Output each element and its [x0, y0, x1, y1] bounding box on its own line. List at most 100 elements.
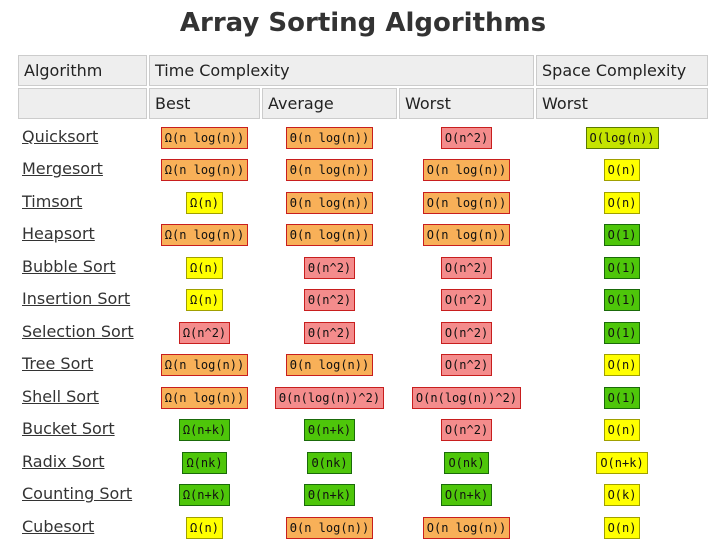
- complexity-cell: O(n^2): [399, 316, 534, 347]
- complexity-badge: O(k): [603, 484, 641, 507]
- complexity-badge: O(n^2): [440, 321, 493, 344]
- header-cell: Average: [262, 88, 397, 119]
- complexity-badge: Ω(n^2): [178, 321, 231, 344]
- complexity-cell: Ω(n): [149, 251, 260, 282]
- complexity-cell: Θ(n log(n)): [262, 349, 397, 380]
- complexity-badge: O(n): [603, 419, 641, 442]
- complexity-cell: Θ(n log(n)): [262, 511, 397, 542]
- complexity-badge: Ω(n log(n)): [160, 126, 249, 149]
- complexity-cell: O(1): [536, 381, 708, 412]
- table-row: Counting Sort Ω(n+k) Θ(n+k) O(n+k) O(k): [18, 479, 708, 510]
- complexity-cell: O(n log(n)): [399, 186, 534, 217]
- complexity-badge: Ω(n log(n)): [160, 159, 249, 182]
- table-row: Selection Sort Ω(n^2) Θ(n^2) O(n^2) O(1): [18, 316, 708, 347]
- table-row: Bubble Sort Ω(n) Θ(n^2) O(n^2) O(1): [18, 251, 708, 282]
- algorithm-cell: Cubesort: [18, 511, 147, 542]
- header-cell: [18, 88, 147, 119]
- complexity-badge: Θ(n log(n)): [285, 224, 374, 247]
- table-row: Cubesort Ω(n) Θ(n log(n)) O(n log(n)) O(n): [18, 511, 708, 542]
- complexity-cell: Θ(n^2): [262, 284, 397, 315]
- table-row: Shell Sort Ω(n log(n)) Θ(n(log(n))^2) O(n(l…: [18, 381, 708, 412]
- complexity-badge: O(log(n)): [585, 126, 659, 149]
- complexity-badge: O(n): [603, 516, 641, 539]
- header-row: Algorithm Time Complexity Space Complexi…: [18, 55, 709, 86]
- complexity-badge: Θ(n log(n)): [285, 354, 374, 377]
- complexity-cell: O(k): [536, 479, 708, 510]
- algorithm-link[interactable]: Shell Sort: [22, 386, 99, 406]
- complexity-cell: O(n log(n)): [399, 511, 534, 542]
- complexity-badge: O(n log(n)): [422, 516, 511, 539]
- algorithm-link[interactable]: Bubble Sort: [22, 256, 116, 276]
- complexity-badge: Ω(n+k): [178, 484, 231, 507]
- algorithm-cell: Quicksort: [18, 121, 147, 152]
- header-cell: Best: [149, 88, 260, 119]
- complexity-cell: Ω(n log(n)): [149, 219, 260, 250]
- table-row: Heapsort Ω(n log(n)) Θ(n log(n)) O(n log(n)…: [18, 219, 708, 250]
- table-row: Quicksort Ω(n log(n)) Θ(n log(n)) O(n^2) O(l…: [18, 121, 708, 152]
- table-row: Insertion Sort Ω(n) Θ(n^2) O(n^2) O(1): [18, 284, 708, 315]
- complexity-badge: O(n^2): [440, 354, 493, 377]
- algorithm-link[interactable]: Counting Sort: [22, 484, 133, 504]
- algorithm-cell: Mergesort: [18, 154, 147, 185]
- complexity-badge: Θ(n^2): [303, 256, 356, 279]
- algorithm-link[interactable]: Cubesort: [22, 516, 95, 536]
- algorithm-link[interactable]: Heapsort: [22, 224, 95, 244]
- algorithm-link[interactable]: Timsort: [22, 191, 83, 211]
- algorithm-link[interactable]: Selection Sort: [22, 321, 134, 341]
- complexity-cell: Ω(n^2): [149, 316, 260, 347]
- complexity-badge: Ω(n): [186, 256, 223, 279]
- complexity-cell: O(n^2): [399, 121, 534, 152]
- algorithm-cell: Timsort: [18, 186, 147, 217]
- complexity-badge: Ω(n): [186, 289, 223, 312]
- algorithm-cell: Counting Sort: [18, 479, 147, 510]
- complexity-badge: O(n log(n)): [422, 224, 511, 247]
- algorithm-cell: Bucket Sort: [18, 414, 147, 445]
- complexity-cell: O(n): [536, 349, 708, 380]
- complexity-badge: Θ(n^2): [303, 289, 356, 312]
- algorithm-link[interactable]: Tree Sort: [22, 354, 94, 374]
- complexity-cell: Θ(n^2): [262, 316, 397, 347]
- complexity-cell: Θ(n+k): [262, 414, 397, 445]
- sorting-table: Algorithm Time Complexity Space Complexi…: [16, 53, 710, 544]
- complexity-cell: O(n^2): [399, 349, 534, 380]
- complexity-badge: O(n+k): [440, 484, 493, 507]
- complexity-cell: Ω(n+k): [149, 479, 260, 510]
- complexity-badge: Θ(n+k): [303, 419, 356, 442]
- complexity-cell: O(n): [536, 414, 708, 445]
- algorithm-cell: Radix Sort: [18, 446, 147, 477]
- complexity-badge: Θ(n^2): [303, 321, 356, 344]
- algorithm-link[interactable]: Radix Sort: [22, 451, 105, 471]
- complexity-cell: O(n^2): [399, 414, 534, 445]
- header-cell: Space Complexity: [536, 55, 709, 86]
- complexity-cell: Θ(n log(n)): [262, 219, 397, 250]
- header-cell: Worst: [399, 88, 535, 119]
- header-cell: Time Complexity: [149, 55, 535, 86]
- complexity-cell: Θ(n log(n)): [262, 154, 397, 185]
- algorithm-link[interactable]: Insertion Sort: [22, 289, 131, 309]
- complexity-cell: Ω(n log(n)): [149, 381, 260, 412]
- complexity-badge: O(n^2): [440, 126, 493, 149]
- complexity-badge: Θ(n log(n)): [285, 159, 374, 182]
- complexity-cell: O(n+k): [536, 446, 708, 477]
- algorithm-link[interactable]: Mergesort: [22, 159, 103, 179]
- complexity-badge: Ω(n log(n)): [160, 224, 249, 247]
- algorithm-cell: Insertion Sort: [18, 284, 147, 315]
- complexity-badge: O(n log(n)): [422, 159, 511, 182]
- complexity-badge: O(1): [603, 321, 641, 344]
- header-row: Best Average Worst Worst: [18, 88, 709, 119]
- complexity-cell: Ω(n+k): [149, 414, 260, 445]
- complexity-badge: Θ(n+k): [303, 484, 356, 507]
- algorithm-link[interactable]: Bucket Sort: [22, 419, 115, 439]
- complexity-cell: O(1): [536, 284, 708, 315]
- complexity-cell: O(n^2): [399, 284, 534, 315]
- complexity-badge: O(nk): [444, 451, 489, 474]
- complexity-badge: O(n+k): [596, 451, 648, 474]
- algorithm-link[interactable]: Quicksort: [22, 126, 99, 146]
- table-body: Quicksort Ω(n log(n)) Θ(n log(n)) O(n^2) O(l…: [18, 121, 708, 542]
- table-row: Timsort Ω(n) Θ(n log(n)) O(n log(n)) O(n): [18, 186, 708, 217]
- complexity-cell: O(1): [536, 316, 708, 347]
- complexity-badge: O(1): [603, 386, 641, 409]
- complexity-badge: O(n(log(n))^2): [411, 386, 522, 409]
- page-title: Array Sorting Algorithms: [179, 8, 547, 38]
- algorithm-cell: Bubble Sort: [18, 251, 147, 282]
